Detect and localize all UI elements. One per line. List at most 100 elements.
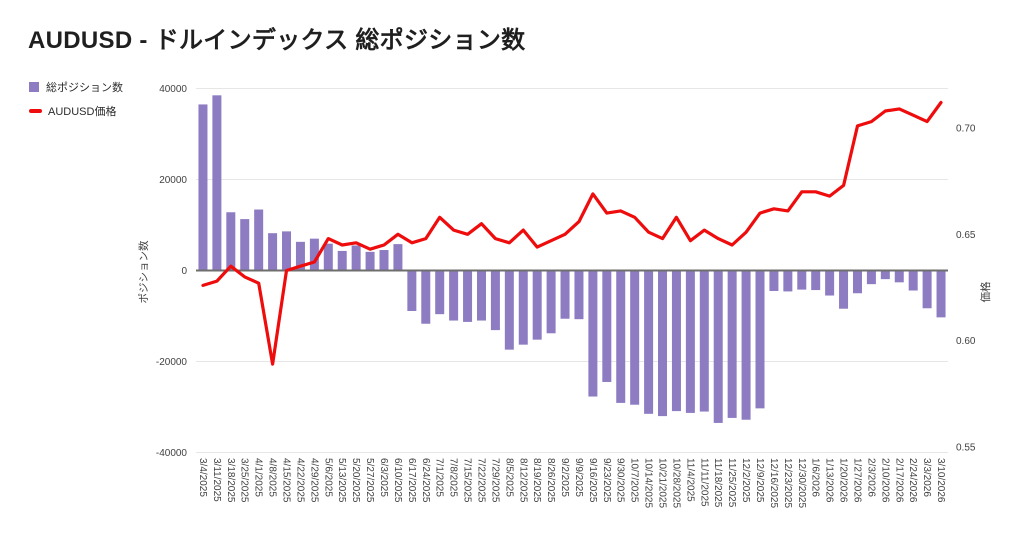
legend-item-audusd-price[interactable]: AUDUSD価格	[29, 103, 123, 118]
x-axis-label: 8/26/2025	[545, 458, 556, 503]
right-axis-title: 価格	[979, 281, 992, 302]
bar-4/29/2025	[309, 238, 319, 271]
bar-8/26/2025	[546, 270, 556, 334]
bar-5/20/2025	[351, 245, 361, 271]
x-axis-label: 6/3/2025	[378, 458, 389, 497]
x-axis-label: 11/4/2025	[684, 458, 695, 502]
x-axis-label: 12/30/2025	[796, 458, 807, 508]
price-line	[201, 100, 943, 366]
bar-2/17/2026	[894, 270, 904, 283]
bar-9/30/2025	[616, 270, 626, 403]
bar-3/10/2026	[936, 270, 946, 318]
x-axis-label: 2/17/2026	[893, 458, 904, 503]
bar-5/13/2025	[337, 250, 347, 271]
x-axis-label: 10/7/2025	[629, 458, 640, 503]
left-axis-title: ポジション数	[137, 240, 150, 303]
bar-4/1/2025	[254, 209, 264, 271]
bar-10/7/2025	[630, 270, 640, 405]
x-axis-label: 2/10/2026	[879, 458, 890, 503]
left-axis-tick-label: 0	[181, 266, 187, 277]
bar-6/17/2025	[407, 270, 417, 311]
left-axis-tick-label: -20000	[156, 357, 188, 368]
chart-title: AUDUSD - ドルインデックス 総ポジション数	[28, 27, 526, 54]
bar-5/6/2025	[323, 243, 333, 271]
x-axis-label: 4/15/2025	[281, 458, 292, 503]
bar-11/4/2025	[685, 270, 695, 413]
x-axis-label: 4/22/2025	[294, 458, 305, 503]
bar-3/25/2025	[240, 219, 250, 271]
x-axis-label: 8/5/2025	[503, 458, 514, 497]
x-axis-label: 6/17/2025	[406, 458, 417, 503]
x-axis-label: 3/11/2025	[211, 458, 222, 502]
bar-7/22/2025	[476, 270, 486, 321]
bar-4/8/2025	[268, 233, 278, 271]
bar-12/30/2025	[797, 270, 807, 290]
x-axis-label: 3/18/2025	[225, 458, 236, 503]
bar-12/2/2025	[741, 270, 751, 420]
x-axis-label: 12/23/2025	[782, 458, 793, 508]
bar-8/19/2025	[532, 270, 542, 340]
x-axis-label: 10/21/2025	[657, 458, 668, 508]
bar-2/10/2026	[880, 270, 890, 280]
x-axis-label: 7/22/2025	[476, 458, 487, 503]
chart-legend: 総ポジション数 AUDUSD価格	[29, 79, 123, 127]
legend-label-audusd-price: AUDUSD価格	[48, 105, 117, 118]
bar-3/4/2025	[198, 104, 208, 271]
bar-10/14/2025	[644, 270, 654, 414]
x-axis-label: 9/23/2025	[601, 458, 612, 503]
x-axis-label: 2/24/2026	[907, 458, 918, 503]
x-axis-label: 4/29/2025	[308, 458, 319, 503]
x-axis-label: 9/2/2025	[559, 458, 570, 497]
bar-7/15/2025	[463, 270, 473, 322]
bar-7/29/2025	[490, 270, 500, 331]
x-axis-label: 6/24/2025	[420, 458, 431, 503]
x-axis-label: 12/2/2025	[740, 458, 751, 503]
bar-4/15/2025	[282, 231, 292, 271]
x-axis-label: 3/4/2025	[197, 458, 208, 497]
bar-11/18/2025	[713, 270, 723, 423]
x-axis-label: 1/13/2026	[824, 458, 835, 503]
bar-3/3/2026	[922, 270, 932, 309]
bar-7/1/2025	[435, 270, 445, 315]
bar-2/3/2026	[866, 270, 876, 285]
x-axis-label: 11/25/2025	[726, 458, 737, 508]
bar-10/28/2025	[671, 270, 681, 412]
x-axis-label: 9/9/2025	[573, 458, 584, 497]
x-axis-label: 3/25/2025	[239, 458, 250, 503]
bar-3/11/2025	[212, 95, 222, 271]
x-axis-label: 9/30/2025	[615, 458, 626, 503]
x-axis-label: 6/10/2025	[392, 458, 403, 503]
bar-9/9/2025	[574, 270, 584, 320]
x-axis-label: 1/20/2026	[838, 458, 849, 503]
bar-10/21/2025	[658, 270, 668, 417]
left-axis-tick-label: 20000	[159, 175, 187, 186]
bar-12/9/2025	[755, 270, 765, 409]
x-axis-label: 4/8/2025	[267, 458, 278, 497]
x-axis-label: 8/12/2025	[517, 458, 528, 503]
bar-1/20/2026	[839, 270, 849, 309]
bar-11/11/2025	[699, 270, 709, 412]
bar-1/27/2026	[852, 270, 862, 294]
bar-1/13/2026	[825, 270, 835, 296]
x-axis-label: 3/3/2026	[921, 458, 932, 497]
x-axis-label: 11/18/2025	[712, 458, 723, 508]
legend-item-total-positions[interactable]: 総ポジション数	[29, 79, 123, 94]
bar-4/22/2025	[295, 241, 305, 271]
bar-8/12/2025	[518, 270, 528, 345]
bar-5/27/2025	[365, 251, 375, 271]
bar-12/23/2025	[783, 270, 793, 292]
bar-2/24/2026	[908, 270, 918, 291]
x-axis-label: 1/27/2026	[852, 458, 863, 503]
bar-8/5/2025	[504, 270, 514, 350]
x-axis-label: 10/28/2025	[670, 458, 681, 508]
bar-6/10/2025	[393, 244, 403, 271]
x-axis-label: 5/6/2025	[322, 458, 333, 497]
x-axis-label: 5/20/2025	[350, 458, 361, 503]
right-axis-tick-label: 0.70	[956, 124, 976, 135]
bar-12/16/2025	[769, 270, 779, 291]
x-axis-label: 5/27/2025	[364, 458, 375, 503]
legend-label-total-positions: 総ポジション数	[46, 81, 123, 94]
bar-7/8/2025	[449, 270, 459, 321]
x-axis-label: 12/9/2025	[754, 458, 765, 503]
